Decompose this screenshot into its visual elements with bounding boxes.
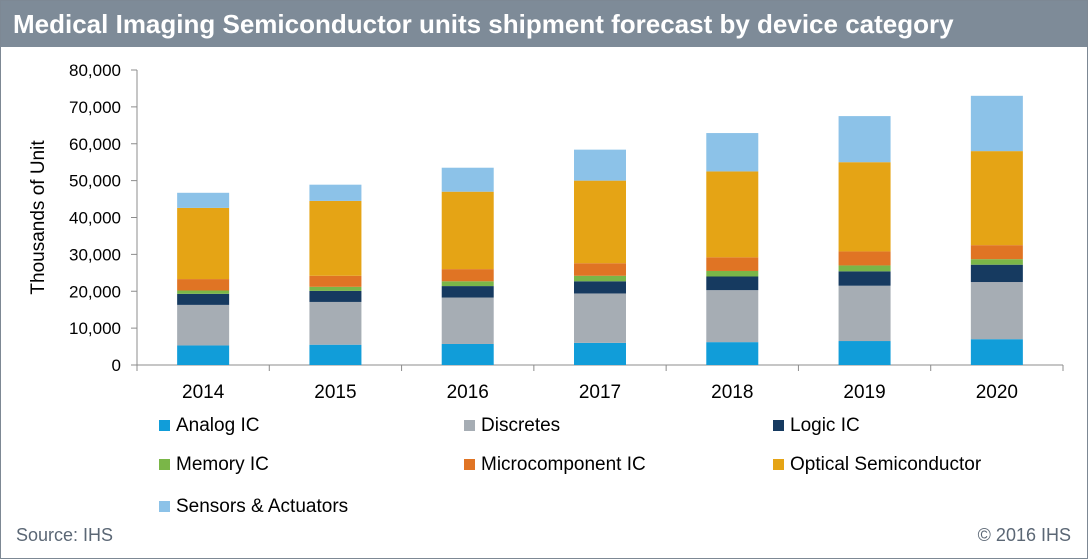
x-tick-label: 2018 [711,382,753,403]
bar-segment [441,269,494,282]
legend-swatch [464,420,475,431]
bar-segment [838,285,891,342]
y-tick-label: 20,000 [69,282,121,301]
legend-label: Analog IC [176,415,259,436]
bar-segment [177,207,230,280]
bar-segment [177,290,230,294]
y-tick-label: 0 [112,356,121,375]
bar-segment [177,192,230,208]
bar-segment [838,265,891,272]
bar-segment [177,293,230,305]
y-axis-title: Thousands of Unit [28,140,49,295]
bar-segment [309,286,362,291]
bar-segment [309,301,362,345]
chart-title: Medical Imaging Semiconductor units ship… [13,9,954,39]
bar-segment [706,276,759,291]
bar-segment [970,151,1023,246]
bar-segment [441,167,494,192]
bar-segment [970,95,1023,152]
y-tick-label: 40,000 [69,209,121,228]
bar-segment [838,251,891,266]
copyright-note: © 2016 IHS [977,525,1071,545]
legend-label: Microcomponent IC [481,454,646,475]
x-tick-label: 2015 [314,382,356,403]
y-tick-label: 60,000 [69,135,121,154]
bar-segment [309,200,362,276]
bar-segment [441,286,494,298]
legend-swatch [773,420,784,431]
x-tick-label: 2016 [447,382,489,403]
source-note: Source: IHS [16,525,114,545]
bar-segment [574,149,626,181]
x-tick-label: 2019 [843,382,885,403]
bar-segment [706,270,759,277]
y-tick-label: 50,000 [69,172,121,191]
bar-segment [441,343,494,365]
bar-segment [574,281,626,294]
y-tick-label: 30,000 [69,245,121,264]
legend-label: Logic IC [790,415,860,436]
bar-segment [309,275,362,287]
bar-segment [574,180,626,264]
bar-segment [309,290,362,302]
bar-segment [706,171,759,258]
bar-segment [706,290,759,343]
bar-segment [441,281,494,287]
bar-segment [970,264,1023,283]
x-tick-label: 2020 [976,382,1018,403]
bar-segment [309,184,362,201]
legend-label: Optical Semiconductor [790,454,982,475]
bar-segment [970,245,1023,260]
bar-segment [838,271,891,286]
x-tick-label: 2017 [579,382,621,403]
bar-segment [706,342,759,365]
bar-segment [970,282,1023,340]
bar-segment [838,162,891,252]
legend-swatch [159,459,170,470]
bar-segment [838,341,891,365]
x-tick-label: 2014 [182,382,225,403]
legend-swatch [159,420,170,431]
legend-label: Memory IC [176,454,269,475]
bar-segment [574,342,626,365]
bar-segment [309,344,362,365]
bar-segment [970,259,1023,265]
bar-segment [706,257,759,271]
bar-segment [177,345,230,365]
y-tick-label: 10,000 [69,319,121,338]
legend-label: Discretes [481,415,560,436]
legend-label: Sensors & Actuators [176,496,348,517]
legend-swatch [159,501,170,512]
bar-segment [574,293,626,343]
legend-swatch [773,459,784,470]
bar-segment [574,275,626,282]
bar-segment [441,297,494,344]
title-bar: Medical Imaging Semiconductor units ship… [1,1,1087,47]
bar-segment [441,191,494,270]
y-tick-label: 80,000 [69,61,121,80]
bar-segment [574,263,626,276]
bar-segment [177,304,230,346]
bar-segment [177,279,230,291]
bar-segment [970,339,1023,365]
bar-segment [838,116,891,163]
y-tick-label: 70,000 [69,98,121,117]
bar-segment [706,133,759,172]
legend-swatch [464,459,475,470]
